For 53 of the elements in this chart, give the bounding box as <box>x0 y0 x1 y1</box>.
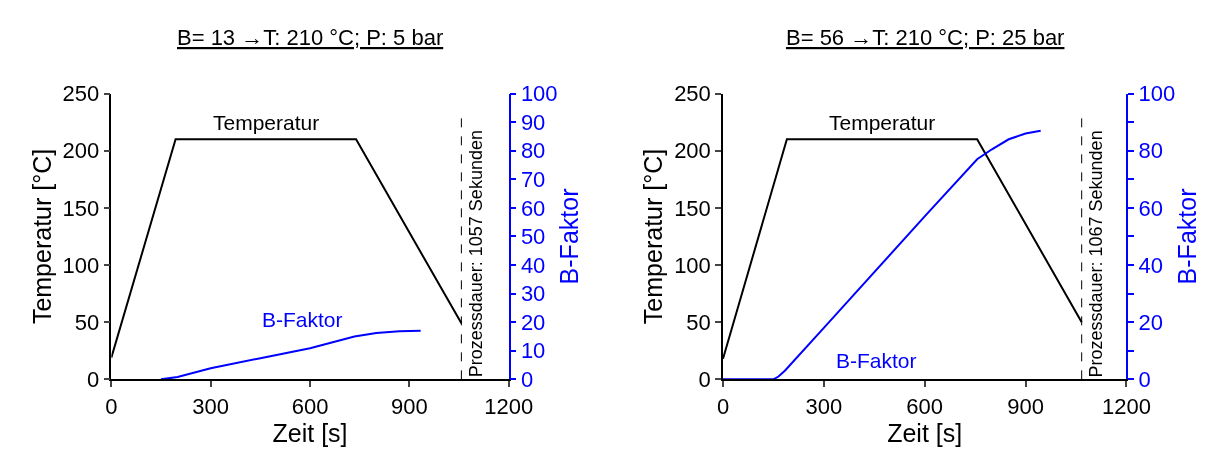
x-tick-label: 600 <box>291 393 329 419</box>
y-tick-label: 200 <box>674 138 711 164</box>
y2-tick-label: 30 <box>520 281 546 307</box>
y-tick-label: 200 <box>62 138 100 164</box>
y2-tick-label: 40 <box>1138 252 1164 278</box>
y2-axis-title: B-Faktor <box>555 188 584 285</box>
series-label: B-Faktor <box>836 349 917 372</box>
chart-title: B= 56 →T: 210 °C; P: 25 bar <box>786 25 1065 50</box>
y-tick-label: 100 <box>62 252 100 278</box>
y2-tick-label: 40 <box>520 252 546 278</box>
ref-line-label: Prozessdauer: 1057 Sekunden <box>465 130 486 378</box>
y2-tick-label: 50 <box>520 224 546 250</box>
x-tick-label: 600 <box>906 393 944 419</box>
y2-tick-label: 100 <box>520 81 558 107</box>
y2-tick-label: 80 <box>520 138 546 164</box>
x-tick-label: 1200 <box>484 393 534 419</box>
y2-tick-label: 60 <box>520 195 546 221</box>
y-tick-label: 150 <box>62 195 100 221</box>
y-tick-label: 250 <box>674 81 711 107</box>
x-tick-label: 300 <box>805 393 843 419</box>
y-tick-label: 150 <box>674 195 711 221</box>
series-label: B-Faktor <box>262 308 343 331</box>
y2-axis-title: B-Faktor <box>1172 188 1201 285</box>
y2-tick-label: 60 <box>1138 195 1164 221</box>
y2-tick-label: 20 <box>1138 309 1164 335</box>
series-label: Temperatur <box>213 111 320 134</box>
chart-title: B= 13 →T: 210 °C; P: 5 bar <box>177 25 444 50</box>
x-tick-label: 1200 <box>1101 393 1151 419</box>
series-label: Temperatur <box>829 111 936 134</box>
y-tick-label: 0 <box>86 367 100 393</box>
y-axis-title: Temperatur [°C] <box>639 148 668 325</box>
y2-tick-label: 10 <box>520 338 546 364</box>
y-tick-label: 50 <box>686 309 711 335</box>
x-axis-title: Zeit [s] <box>887 418 963 447</box>
y-tick-label: 0 <box>698 367 711 393</box>
y-axis-title: Temperatur [°C] <box>27 148 56 325</box>
ref-line-label: Prozessdauer: 1067 Sekunden <box>1085 130 1106 378</box>
x-axis-title: Zeit [s] <box>272 418 348 447</box>
y2-tick-label: 0 <box>1138 367 1151 393</box>
x-tick-label: 0 <box>716 393 730 419</box>
y-tick-label: 250 <box>62 81 100 107</box>
x-tick-label: 900 <box>391 393 428 419</box>
y2-tick-label: 90 <box>520 109 546 135</box>
y-tick-label: 100 <box>674 252 711 278</box>
y2-tick-label: 70 <box>520 166 546 192</box>
y-tick-label: 50 <box>74 309 100 335</box>
y2-tick-label: 0 <box>520 367 534 393</box>
y2-tick-label: 20 <box>520 309 546 335</box>
y2-tick-label: 80 <box>1138 138 1164 164</box>
y2-tick-label: 100 <box>1138 81 1176 107</box>
x-tick-label: 0 <box>105 393 118 419</box>
x-tick-label: 900 <box>1007 393 1044 419</box>
x-tick-label: 300 <box>192 393 230 419</box>
